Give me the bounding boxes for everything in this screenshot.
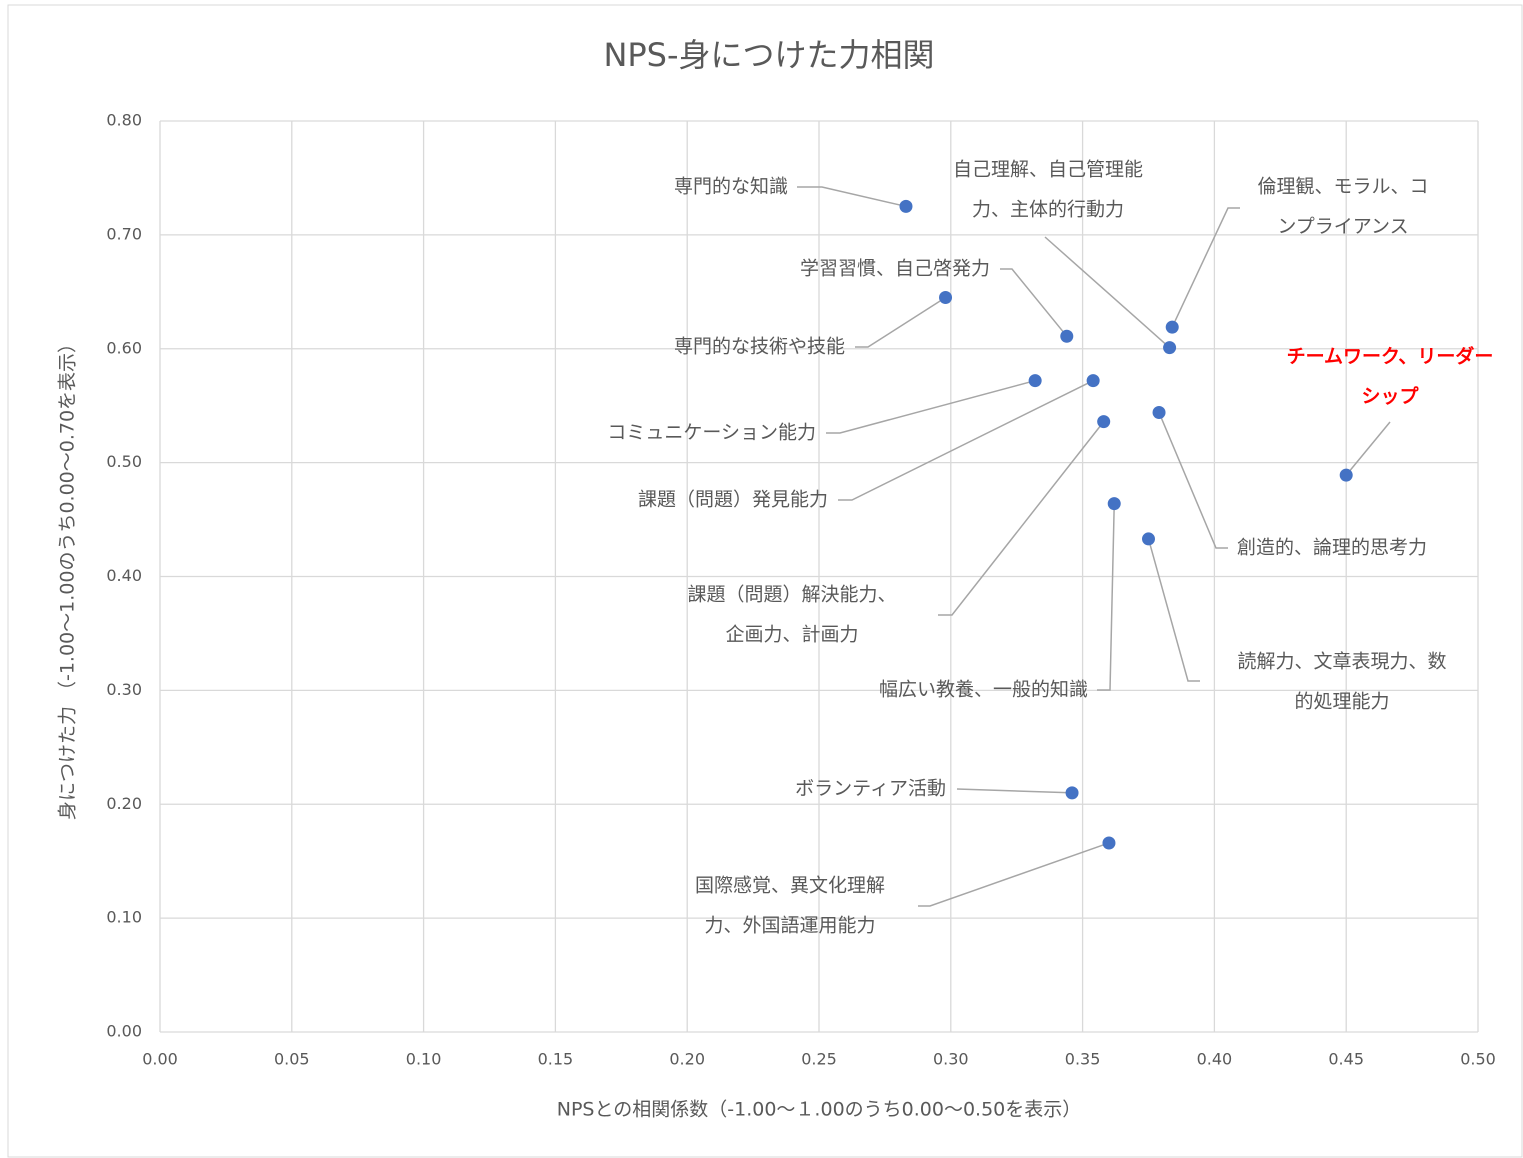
leader-line [956,788,1067,794]
data-label: 課題（問題）発見能力 [638,489,828,511]
y-tick-label: 0.40 [106,566,142,585]
y-axis-label: 身につけた力 （-1.00～1.00のうち0.00～0.70を表示） [57,334,79,820]
data-label: 企画力、計画力 [725,624,858,646]
x-tick-label: 0.10 [406,1050,442,1069]
data-label: 創造的、論理的思考力 [1237,537,1427,559]
data-label: チームワーク、リーダー [1287,345,1494,368]
data-label: シップ [1361,385,1419,408]
data-label: 読解力、文章表現力、数 [1237,651,1446,673]
data-label: 力、主体的行動力 [972,199,1124,221]
x-axis-label: NPSとの相関係数（-1.00～１.00のうち0.00～0.50を表示） [557,1099,1082,1121]
chart-border [7,4,1523,1158]
data-label: コミュニケーション能力 [607,422,816,444]
x-tick-label: 0.40 [1197,1050,1233,1069]
y-tick-label: 0.20 [106,794,142,813]
x-tick-label: 0.30 [933,1050,969,1069]
scatter-point [1102,836,1116,850]
y-tick-label: 0.60 [106,338,142,357]
y-tick-label: 0.50 [106,452,142,471]
y-tick-label: 0.30 [106,680,142,699]
scatter-point [899,199,913,213]
data-label: 力、外国語運用能力 [704,915,875,937]
leader-line [838,382,1089,501]
scatter-point [1065,786,1079,800]
data-label: 学習習慣、自己啓発力 [800,258,990,280]
y-tick-label: 0.10 [106,908,142,927]
data-label: 幅広い教養、一般的知識 [879,679,1088,701]
x-tick-label: 0.25 [801,1050,837,1069]
data-label: 倫理観、モラル、コ [1257,176,1428,198]
x-tick-label: 0.45 [1328,1050,1364,1069]
scatter-point [1086,374,1100,388]
leader-line [1097,509,1115,691]
leader-line [826,381,1030,434]
leader-line [918,844,1104,907]
scatter-point [1107,497,1121,511]
data-label: ンプライアンス [1277,216,1408,238]
y-tick-label: 0.00 [106,1022,142,1041]
x-tick-label: 0.05 [274,1050,310,1069]
scatter-point [1028,374,1042,388]
leader-line [1160,417,1228,549]
leader-line [1000,268,1064,333]
leader-line [1174,207,1240,322]
leader-line [797,186,901,206]
leader-line [1149,544,1200,682]
scatter-point [1152,406,1166,420]
x-tick-label: 0.15 [538,1050,574,1069]
x-tick-label: 0.20 [669,1050,705,1069]
chart-title: NPS-身につけた力相関 [603,36,934,74]
x-tick-label: 0.35 [1065,1050,1101,1069]
y-tick-label: 0.70 [106,224,142,243]
scatter-point [1165,320,1179,334]
leader-line [855,300,941,348]
scatter-point [1163,341,1177,355]
scatter-point [1097,415,1111,429]
leader-line [938,425,1101,616]
leader-line [1349,421,1391,471]
x-tick-label: 0.00 [142,1050,178,1069]
scatter-point [1339,468,1353,482]
data-label: 自己理解、自己管理能 [953,159,1143,181]
scatter-point [1060,329,1074,343]
scatter-point [939,291,953,305]
x-tick-label: 0.50 [1460,1050,1496,1069]
data-label: 課題（問題）解決能力、 [687,584,896,606]
data-label: ボランティア活動 [795,778,946,800]
leader-line [1044,236,1166,345]
data-label: 的処理能力 [1294,691,1389,713]
data-label: 専門的な知識 [674,176,788,198]
y-tick-label: 0.80 [106,111,142,130]
data-label: 国際感覚、異文化理解 [695,875,885,897]
scatter-point [1142,532,1155,546]
data-label: 専門的な技術や技能 [674,336,845,358]
